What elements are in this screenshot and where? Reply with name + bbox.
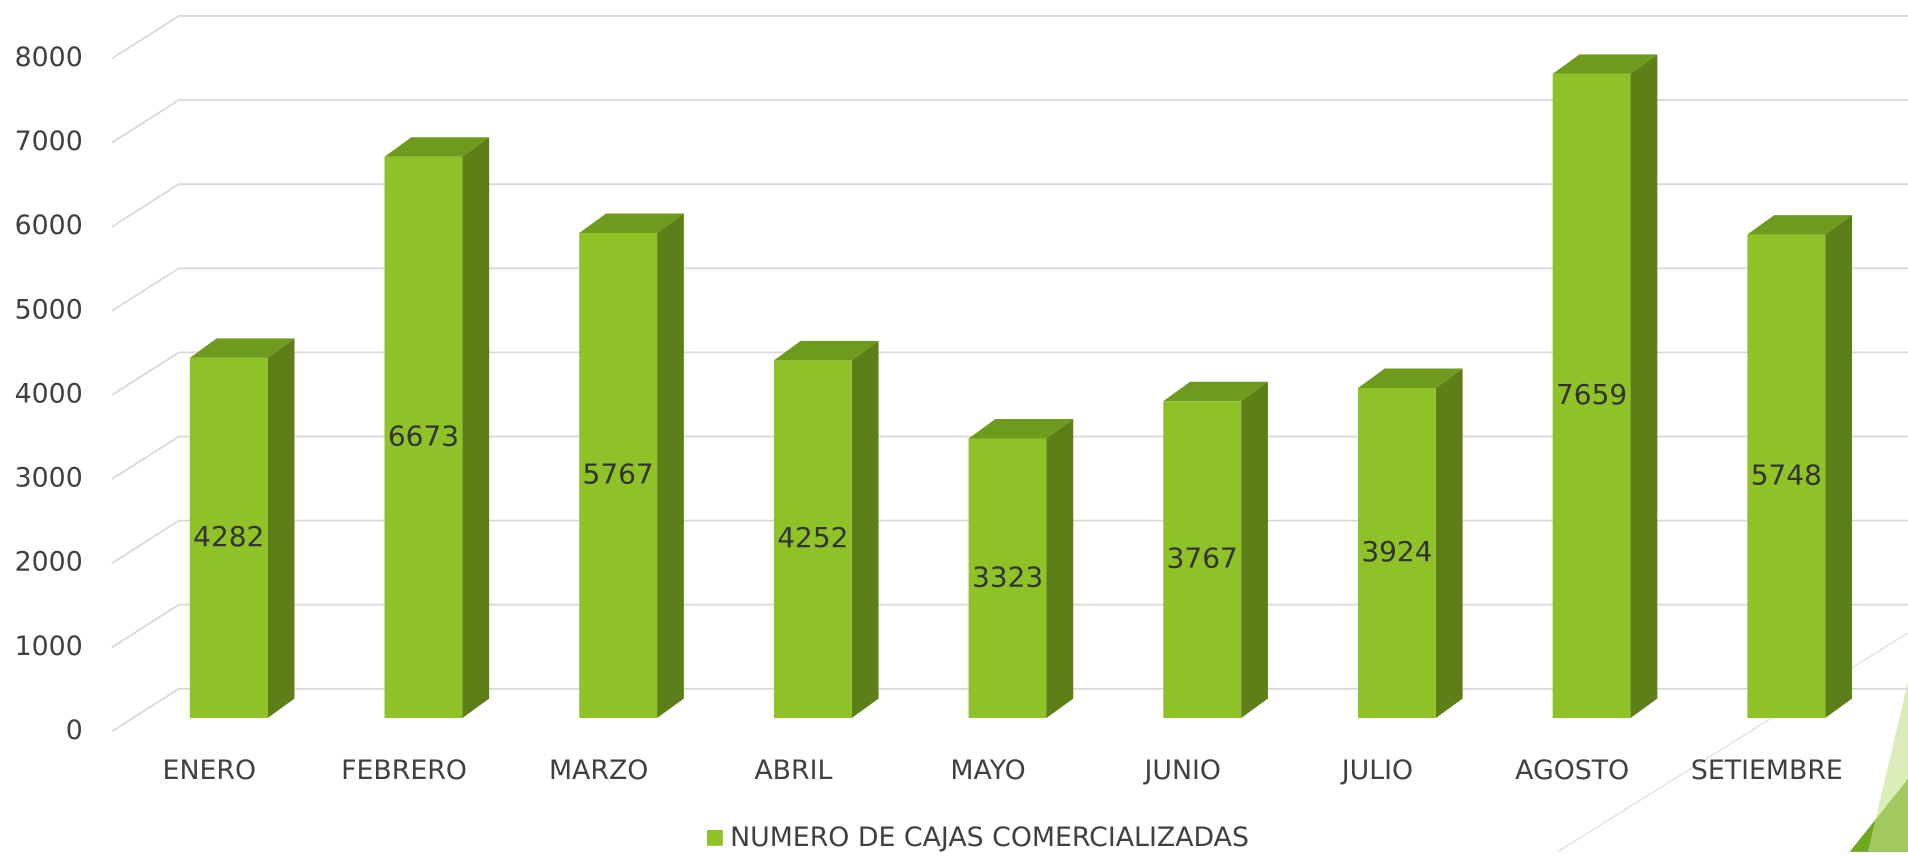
grid-line bbox=[111, 603, 1908, 649]
data-label: 7659 bbox=[1556, 378, 1627, 411]
bar-side bbox=[851, 340, 879, 719]
data-label: 4252 bbox=[777, 521, 848, 554]
grid-line bbox=[111, 15, 1908, 60]
y-tick-label: 8000 bbox=[15, 42, 83, 73]
bar bbox=[1747, 234, 1826, 719]
legend-swatch bbox=[706, 829, 723, 846]
grid-line bbox=[111, 435, 1908, 480]
grid-line bbox=[111, 183, 1908, 228]
grid-line bbox=[111, 519, 1908, 564]
y-tick-label: 2000 bbox=[15, 547, 83, 578]
data-label: 3323 bbox=[972, 560, 1043, 593]
bar-side bbox=[1825, 215, 1853, 719]
grid-line bbox=[111, 687, 1908, 733]
y-tick-label: 0 bbox=[66, 715, 83, 746]
x-tick-label: FEBRERO bbox=[341, 755, 467, 786]
bar bbox=[384, 156, 463, 719]
bar bbox=[1163, 401, 1242, 719]
data-label: 3767 bbox=[1167, 542, 1238, 575]
bar-top bbox=[1163, 381, 1268, 402]
bar-top bbox=[579, 213, 684, 233]
x-tick-label: AGOSTO bbox=[1515, 755, 1629, 786]
y-tick-label: 5000 bbox=[15, 294, 83, 325]
x-tick-label: SETIEMBRE bbox=[1691, 755, 1843, 786]
bar-side bbox=[657, 213, 684, 719]
bar bbox=[1357, 387, 1436, 719]
bar-side bbox=[1241, 381, 1268, 719]
bar bbox=[1552, 73, 1631, 719]
x-tick-label: JUNIO bbox=[1143, 755, 1221, 786]
bar bbox=[189, 357, 268, 719]
bar-top bbox=[968, 419, 1074, 439]
grid-line bbox=[111, 99, 1908, 144]
x-tick-label: ABRIL bbox=[754, 755, 832, 786]
legend-label: NUMERO DE CAJAS COMERCIALIZADAS bbox=[730, 822, 1249, 852]
y-tick-label: 6000 bbox=[15, 210, 83, 241]
bar bbox=[773, 360, 852, 719]
y-tick-label: 4000 bbox=[15, 378, 83, 409]
bar-top bbox=[1357, 368, 1463, 388]
bar-side bbox=[1046, 419, 1074, 719]
grid-line bbox=[111, 351, 1908, 396]
data-label: 5767 bbox=[583, 457, 654, 490]
bar bbox=[579, 232, 658, 719]
bar bbox=[968, 438, 1047, 719]
data-label: 5748 bbox=[1751, 458, 1822, 491]
data-label: 6673 bbox=[388, 419, 459, 452]
bar-side bbox=[1630, 54, 1658, 719]
y-tick-label: 7000 bbox=[15, 126, 83, 157]
bar-top bbox=[1552, 54, 1658, 74]
bar-side bbox=[267, 338, 295, 719]
bar-top bbox=[1747, 215, 1853, 235]
x-tick-label: JULIO bbox=[1340, 755, 1413, 786]
bar-top bbox=[773, 340, 879, 361]
bar-side bbox=[462, 137, 490, 719]
x-tick-label: MARZO bbox=[549, 755, 648, 786]
x-tick-label: MAYO bbox=[950, 755, 1025, 786]
grid-line bbox=[111, 267, 1908, 312]
data-label: 3924 bbox=[1361, 535, 1432, 568]
bar-side bbox=[1435, 368, 1463, 719]
bar-top bbox=[189, 338, 295, 358]
y-tick-label: 3000 bbox=[15, 463, 83, 494]
x-tick-label: ENERO bbox=[163, 755, 257, 786]
y-tick-label: 1000 bbox=[15, 631, 83, 662]
data-label: 4282 bbox=[193, 520, 264, 553]
bar-top bbox=[384, 137, 490, 157]
